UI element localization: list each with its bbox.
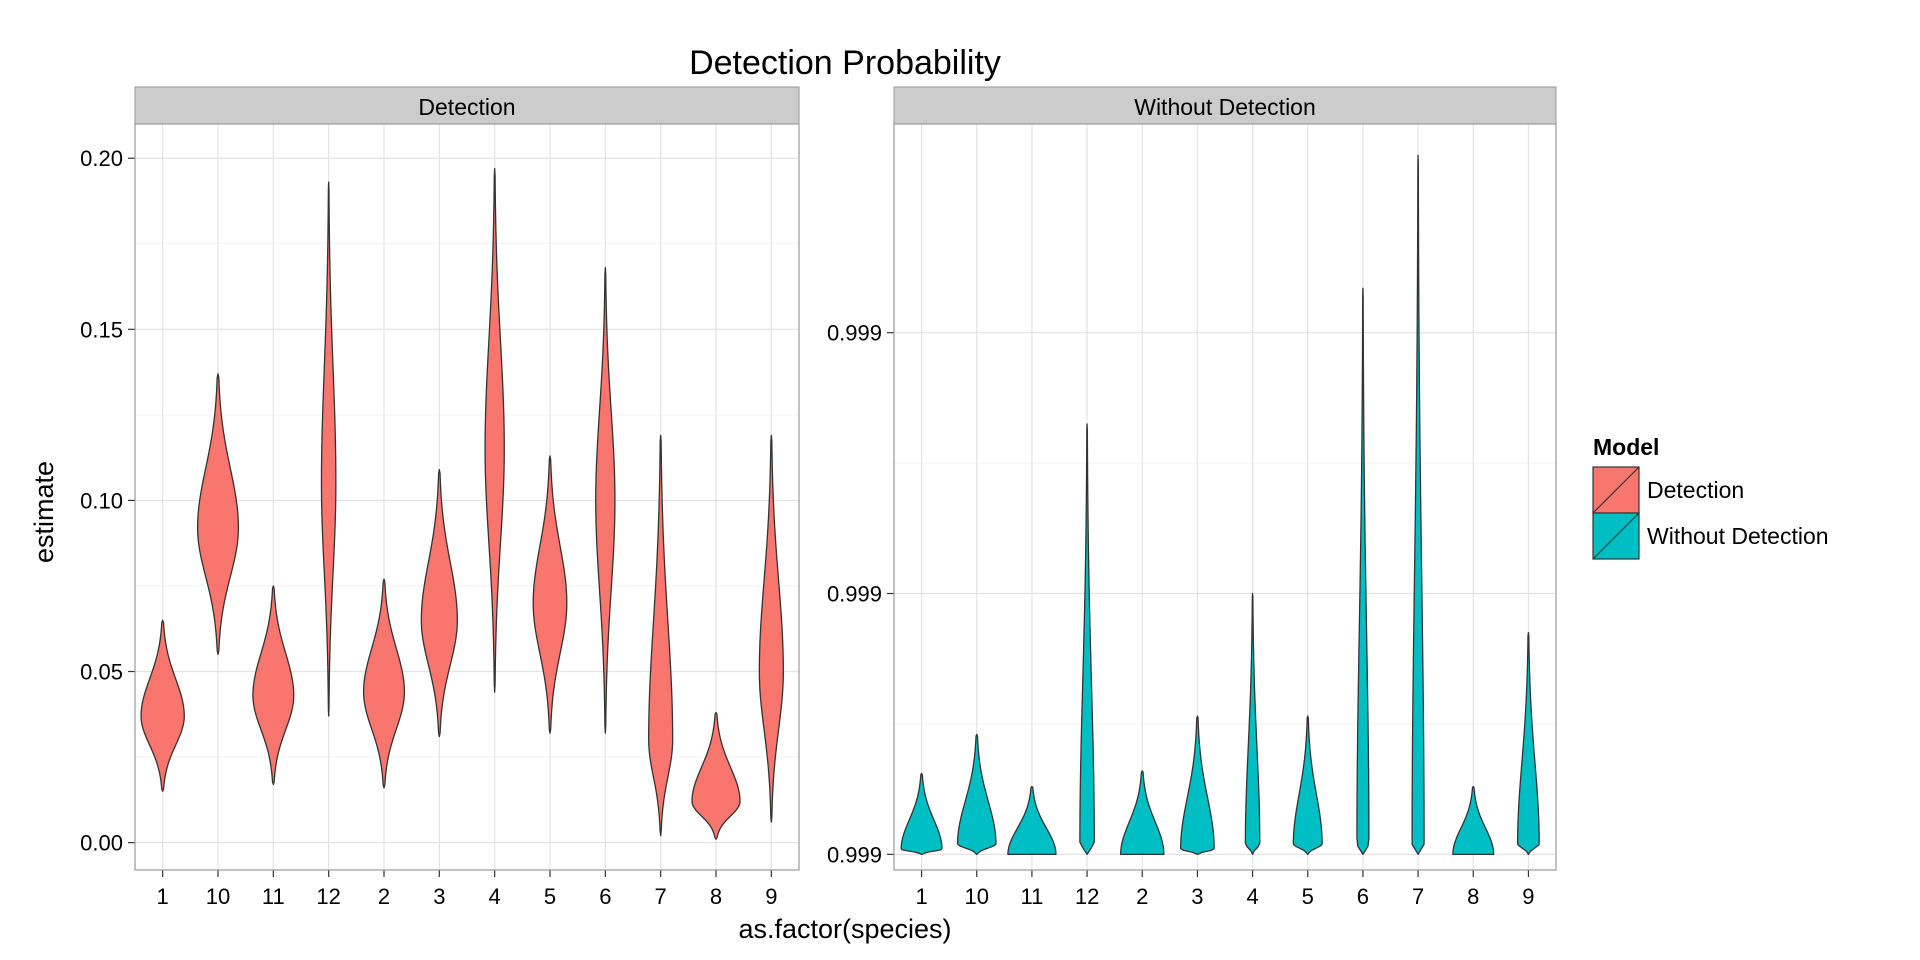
x-tick-label: 6: [1357, 884, 1369, 909]
y-tick-label: 0.00: [80, 831, 123, 856]
x-tick-label: 4: [1246, 884, 1258, 909]
x-axis-label: as.factor(species): [738, 914, 951, 944]
legend-key-slash: [1592, 512, 1640, 560]
x-tick-label: 7: [1412, 884, 1424, 909]
x-tick-label: 1: [157, 884, 169, 909]
y-tick-label: 0.999: [827, 842, 882, 867]
legend: Model Detection Without Detection: [1592, 434, 1829, 560]
violin-3: [420, 468, 458, 738]
x-tick-label: 8: [1467, 884, 1479, 909]
legend-entry-label: Detection: [1647, 477, 1744, 503]
violin-4: [1244, 592, 1261, 855]
violin-4: [484, 167, 505, 693]
y-tick-label: 0.999: [827, 321, 882, 346]
x-tick-label: 11: [262, 884, 285, 909]
x-tick-label: 6: [599, 884, 611, 909]
violin-11: [252, 585, 295, 786]
x-tick-label: 12: [316, 884, 340, 909]
violin-12: [320, 181, 337, 717]
violin-8: [691, 711, 741, 840]
violin-3: [1179, 715, 1215, 855]
violin-11: [1007, 785, 1057, 855]
y-tick-label: 0.999: [827, 582, 882, 607]
x-tick-label: 5: [544, 884, 556, 909]
x-tick-label: 11: [1020, 884, 1043, 909]
violin-1: [900, 772, 943, 855]
violin-5: [1292, 715, 1323, 855]
y-tick-label: 0.20: [80, 146, 123, 171]
legend-key: Detection: [1592, 466, 1744, 514]
violin-10: [956, 733, 997, 855]
violin-2: [1120, 770, 1165, 855]
violin-7: [648, 434, 674, 837]
violin-12: [1079, 423, 1095, 855]
violin-9: [1516, 631, 1540, 855]
violin-6: [1356, 287, 1370, 855]
panel-background: [894, 124, 1556, 870]
y-tick-label: 0.05: [80, 660, 123, 685]
x-tick-label: 10: [206, 884, 230, 909]
violin-6: [595, 267, 616, 734]
x-tick-label: 4: [489, 884, 501, 909]
violin-5: [532, 455, 568, 734]
legend-title: Model: [1593, 434, 1659, 460]
violin-2: [362, 578, 406, 789]
x-tick-label: 5: [1302, 884, 1314, 909]
facet-strip: [893, 86, 1557, 125]
x-tick-label: 9: [765, 884, 777, 909]
panel-border: [893, 123, 1557, 871]
y-tick-label: 0.15: [80, 317, 123, 342]
facet-strip: [134, 86, 800, 125]
violin-8: [1452, 785, 1495, 855]
panel-1: Detection 0.00 0.05 0.10 0.15 0.20 1 10 11 12 2 3 4 5…: [80, 86, 800, 909]
panel-border: [134, 123, 800, 871]
violin-10: [196, 373, 240, 656]
facet-strip-label: Without Detection: [1134, 94, 1316, 120]
facet-strip-label: Detection: [418, 94, 515, 120]
x-tick-label: 3: [1191, 884, 1203, 909]
legend-key-slash: [1592, 466, 1640, 514]
x-tick-label: 10: [965, 884, 989, 909]
x-tick-label: 8: [710, 884, 722, 909]
legend-key: Without Detection: [1592, 512, 1829, 560]
y-tick-label: 0.10: [80, 488, 123, 513]
y-axis-label: estimate: [29, 461, 59, 563]
x-tick-label: 9: [1522, 884, 1534, 909]
legend-entry-label: Without Detection: [1647, 523, 1829, 549]
x-tick-label: 2: [378, 884, 390, 909]
x-tick-label: 7: [655, 884, 667, 909]
x-tick-label: 2: [1136, 884, 1148, 909]
violin-1: [140, 619, 185, 792]
x-tick-label: 1: [915, 884, 927, 909]
panel-background: [135, 124, 799, 870]
x-tick-label: 3: [433, 884, 445, 909]
panel-2: Without Detection 0.999 0.999 0.999 1 10 11 12 2…: [827, 86, 1557, 909]
x-tick-label: 12: [1075, 884, 1099, 909]
violin-9: [758, 434, 784, 823]
violin-7: [1411, 154, 1425, 855]
chart-title: Detection Probability: [689, 44, 1001, 82]
